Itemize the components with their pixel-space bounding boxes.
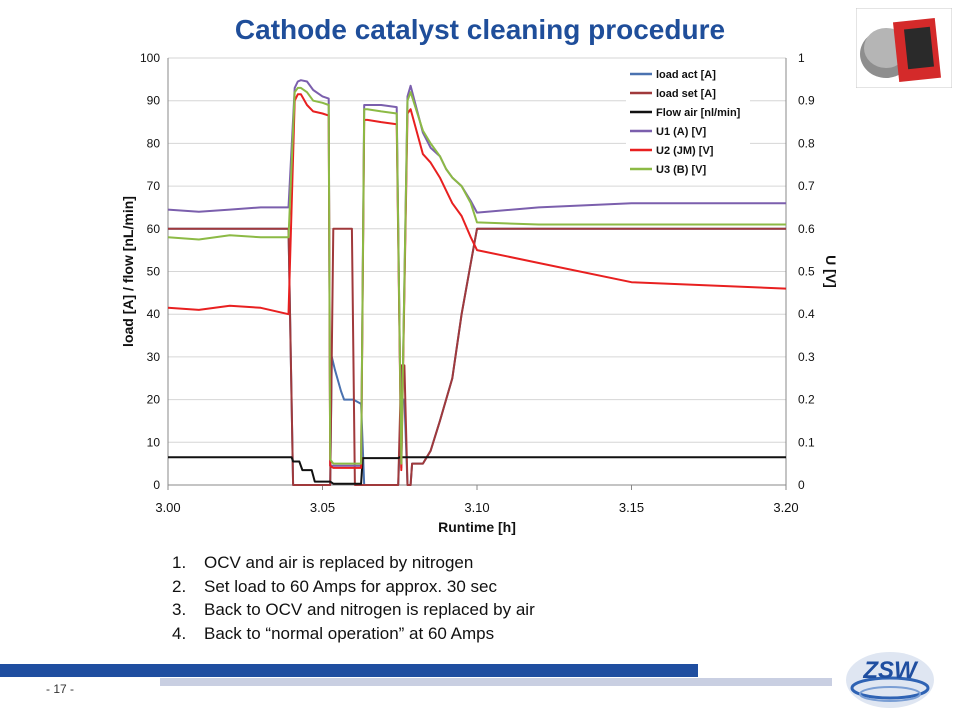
step-number: 4.: [172, 623, 187, 643]
y-tick-label: 50: [147, 265, 161, 279]
legend-label: load set [A]: [656, 88, 716, 100]
x-tick-label: 3.05: [310, 500, 335, 515]
y2-tick-label: 0.4: [798, 307, 815, 321]
y2-axis-title: U [V]: [823, 255, 839, 288]
y-tick-label: 10: [147, 435, 161, 449]
footer-bar-dark: [0, 664, 698, 677]
x-axis-title: Runtime [h]: [438, 519, 516, 535]
series-line: [167, 93, 787, 472]
y2-tick-label: 0: [798, 478, 805, 492]
legend-box: [626, 64, 750, 184]
step-item: 2. Set load to 60 Amps for approx. 30 sec: [172, 575, 535, 599]
y-tick-label: 60: [147, 222, 161, 236]
step-item: 1. OCV and air is replaced by nitrogen: [172, 551, 535, 575]
procedure-steps: 1. OCV and air is replaced by nitrogen 2.…: [172, 551, 535, 645]
series-line: [168, 456, 786, 485]
series-line: [168, 227, 786, 486]
y-tick-label: 20: [147, 393, 161, 407]
series-layer: [167, 79, 787, 486]
axes: 0 10 20 30 40 50 60 70 80 90 100 0 0.1 0.2 0.3 0.4 0.5 0.…: [120, 51, 839, 535]
legend-label: load act [A]: [656, 69, 716, 81]
step-text: Set load to 60 Amps for approx. 30 sec: [204, 576, 497, 596]
y2-tick-label: 0.9: [798, 94, 815, 108]
y2-tick-label: 0.3: [798, 350, 815, 364]
y-tick-label: 0: [153, 478, 160, 492]
y-tick-label: 90: [147, 94, 161, 108]
y-tick-label: 40: [147, 307, 161, 321]
x-tick-label: 3.15: [619, 500, 644, 515]
step-item: 3. Back to OCV and nitrogen is replaced b…: [172, 598, 535, 622]
y2-tick-label: 0.7: [798, 179, 815, 193]
legend-label: U3 (B) [V]: [656, 164, 706, 176]
y-tick-label: 80: [147, 136, 161, 150]
legend-label: U2 (JM) [V]: [656, 145, 714, 157]
legend-label: Flow air [nl/min]: [656, 107, 741, 119]
y2-tick-label: 0.2: [798, 393, 815, 407]
step-item: 4. Back to “normal operation” at 60 Amps: [172, 622, 535, 646]
y-tick-label: 70: [147, 179, 161, 193]
y2-tick-label: 0.5: [798, 265, 815, 279]
durability-logo: [856, 8, 952, 88]
step-text: OCV and air is replaced by nitrogen: [204, 553, 474, 572]
y2-tick-label: 1: [798, 51, 805, 65]
y2-tick-label: 0.6: [798, 222, 815, 236]
y-axis-title: load [A] / flow [nL/min]: [120, 196, 136, 347]
y2-tick-label: 0.1: [798, 435, 815, 449]
legend: load act [A] load set [A] Flow air [nl/min…: [626, 64, 750, 184]
step-text: Back to OCV and nitrogen is replaced by …: [204, 600, 535, 619]
step-number: 1.: [172, 553, 187, 572]
x-tick-label: 3.10: [464, 500, 489, 515]
slide-title: Cathode catalyst cleaning procedure: [234, 14, 726, 45]
series-line: [167, 86, 786, 465]
y-tick-label: 30: [147, 350, 161, 364]
zsw-logo-text: ZSW: [862, 657, 919, 684]
step-number: 2.: [172, 576, 187, 596]
y2-tick-label: 0.8: [798, 136, 815, 150]
step-number: 3.: [172, 600, 187, 619]
zsw-logo: ZSW: [846, 652, 934, 708]
footer-bar-light: [160, 678, 832, 686]
step-text: Back to “normal operation” at 60 Amps: [204, 623, 495, 643]
legend-label: U1 (A) [V]: [656, 126, 706, 138]
x-tick-label: 3.00: [155, 500, 180, 515]
page-number: - 17 -: [46, 682, 75, 696]
y-tick-label: 100: [140, 51, 160, 65]
x-tick-label: 3.20: [773, 500, 798, 515]
